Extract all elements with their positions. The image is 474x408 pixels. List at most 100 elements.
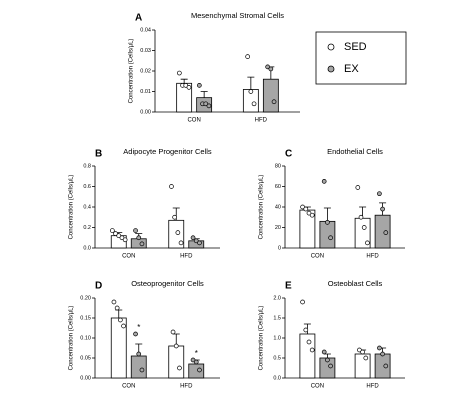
error-bar xyxy=(323,207,331,222)
data-point xyxy=(197,367,202,373)
data-point xyxy=(306,339,312,345)
y-tick-label: 0.0 xyxy=(83,245,91,251)
y-axis-label: Concentration (Cells/µL) xyxy=(69,175,75,240)
data-point xyxy=(358,214,364,220)
data-point xyxy=(363,355,369,361)
data-point xyxy=(116,233,122,239)
data-point xyxy=(177,70,182,76)
y-tick-label: 0.05 xyxy=(80,355,91,361)
significance-star: * xyxy=(195,349,198,358)
y-tick-label: 0.03 xyxy=(140,48,151,54)
chart-title: Osteoblast Cells xyxy=(328,279,383,288)
y-tick-label: 0.2 xyxy=(83,225,91,231)
data-point xyxy=(109,228,115,233)
data-point xyxy=(303,327,309,333)
legend-marker xyxy=(327,65,335,73)
legend-label: SED xyxy=(344,41,367,53)
data-point xyxy=(265,64,270,70)
error-bar xyxy=(180,78,188,84)
data-point xyxy=(139,241,145,247)
data-point xyxy=(117,317,123,323)
y-tick-label: 0.5 xyxy=(273,355,281,361)
y-tick-label: 0.02 xyxy=(140,68,151,74)
error-bar xyxy=(247,76,255,90)
y-tick-label: 0.04 xyxy=(140,27,151,33)
panel-letter: C xyxy=(285,149,292,160)
legend-label: EX xyxy=(344,63,359,75)
data-point xyxy=(178,240,184,246)
chart-title: Endothelial Cells xyxy=(327,147,383,156)
data-point xyxy=(133,331,138,337)
data-point xyxy=(248,89,254,94)
data-point xyxy=(173,343,179,349)
data-point xyxy=(355,185,361,190)
error-bar xyxy=(323,353,331,358)
data-point xyxy=(193,238,199,244)
data-point xyxy=(113,231,118,236)
x-tick-label: HFD xyxy=(180,254,193,260)
data-point xyxy=(321,179,327,184)
x-tick-label: CON xyxy=(311,384,324,390)
y-tick-label: 1.5 xyxy=(273,315,281,321)
x-tick-label: CON xyxy=(122,254,135,260)
y-tick-label: 0.8 xyxy=(83,163,91,169)
data-point xyxy=(321,349,327,355)
data-point xyxy=(206,103,212,109)
y-tick-label: 0.4 xyxy=(83,204,91,210)
bar xyxy=(130,355,147,379)
data-point xyxy=(377,345,382,351)
bar xyxy=(319,220,336,249)
chart-title: Mesenchymal Stromal Cells xyxy=(191,11,284,20)
data-point xyxy=(361,225,367,230)
x-tick-label: HFD xyxy=(366,384,379,390)
panel-letter: E xyxy=(285,281,292,292)
error-bar xyxy=(200,91,208,98)
data-point xyxy=(121,323,126,329)
data-point xyxy=(380,206,385,212)
data-point xyxy=(136,235,142,241)
legend-marker xyxy=(327,43,335,51)
data-point xyxy=(268,66,274,72)
x-tick-label: HFD xyxy=(255,118,268,124)
data-point xyxy=(380,351,385,357)
x-tick-label: CON xyxy=(122,384,135,390)
data-point xyxy=(186,85,192,90)
y-tick-label: 0.6 xyxy=(83,184,91,190)
legend-box xyxy=(315,31,407,85)
data-point xyxy=(183,82,189,88)
data-point xyxy=(177,365,182,371)
panel-letter: A xyxy=(135,13,142,24)
data-point xyxy=(325,220,330,225)
data-point xyxy=(303,206,309,212)
x-tick-label: CON xyxy=(187,118,200,124)
y-tick-label: 0 xyxy=(278,245,281,251)
y-tick-label: 0.0 xyxy=(273,375,281,381)
data-point xyxy=(169,184,174,189)
data-point xyxy=(300,299,305,305)
x-tick-label: HFD xyxy=(366,254,379,260)
data-point xyxy=(193,359,199,365)
data-point xyxy=(306,210,312,216)
x-tick-label: HFD xyxy=(180,384,193,390)
y-tick-label: 1.0 xyxy=(273,335,281,341)
y-tick-label: 2.0 xyxy=(273,295,281,301)
data-point xyxy=(328,363,333,369)
data-point xyxy=(377,191,382,197)
data-point xyxy=(172,214,177,220)
data-point xyxy=(170,329,176,335)
data-point xyxy=(197,240,202,246)
data-point xyxy=(245,54,250,60)
chart-title: Adipocyte Progenitor Cells xyxy=(123,147,212,156)
data-point xyxy=(251,101,257,107)
data-point xyxy=(190,235,196,241)
bar xyxy=(168,345,185,379)
significance-star: * xyxy=(137,323,140,332)
data-point xyxy=(203,101,209,107)
data-point xyxy=(328,235,333,241)
y-tick-label: 60 xyxy=(275,184,281,190)
data-point xyxy=(111,299,117,305)
x-tick-label: CON xyxy=(311,254,324,260)
data-point xyxy=(365,240,370,246)
y-tick-label: 0.10 xyxy=(80,335,91,341)
